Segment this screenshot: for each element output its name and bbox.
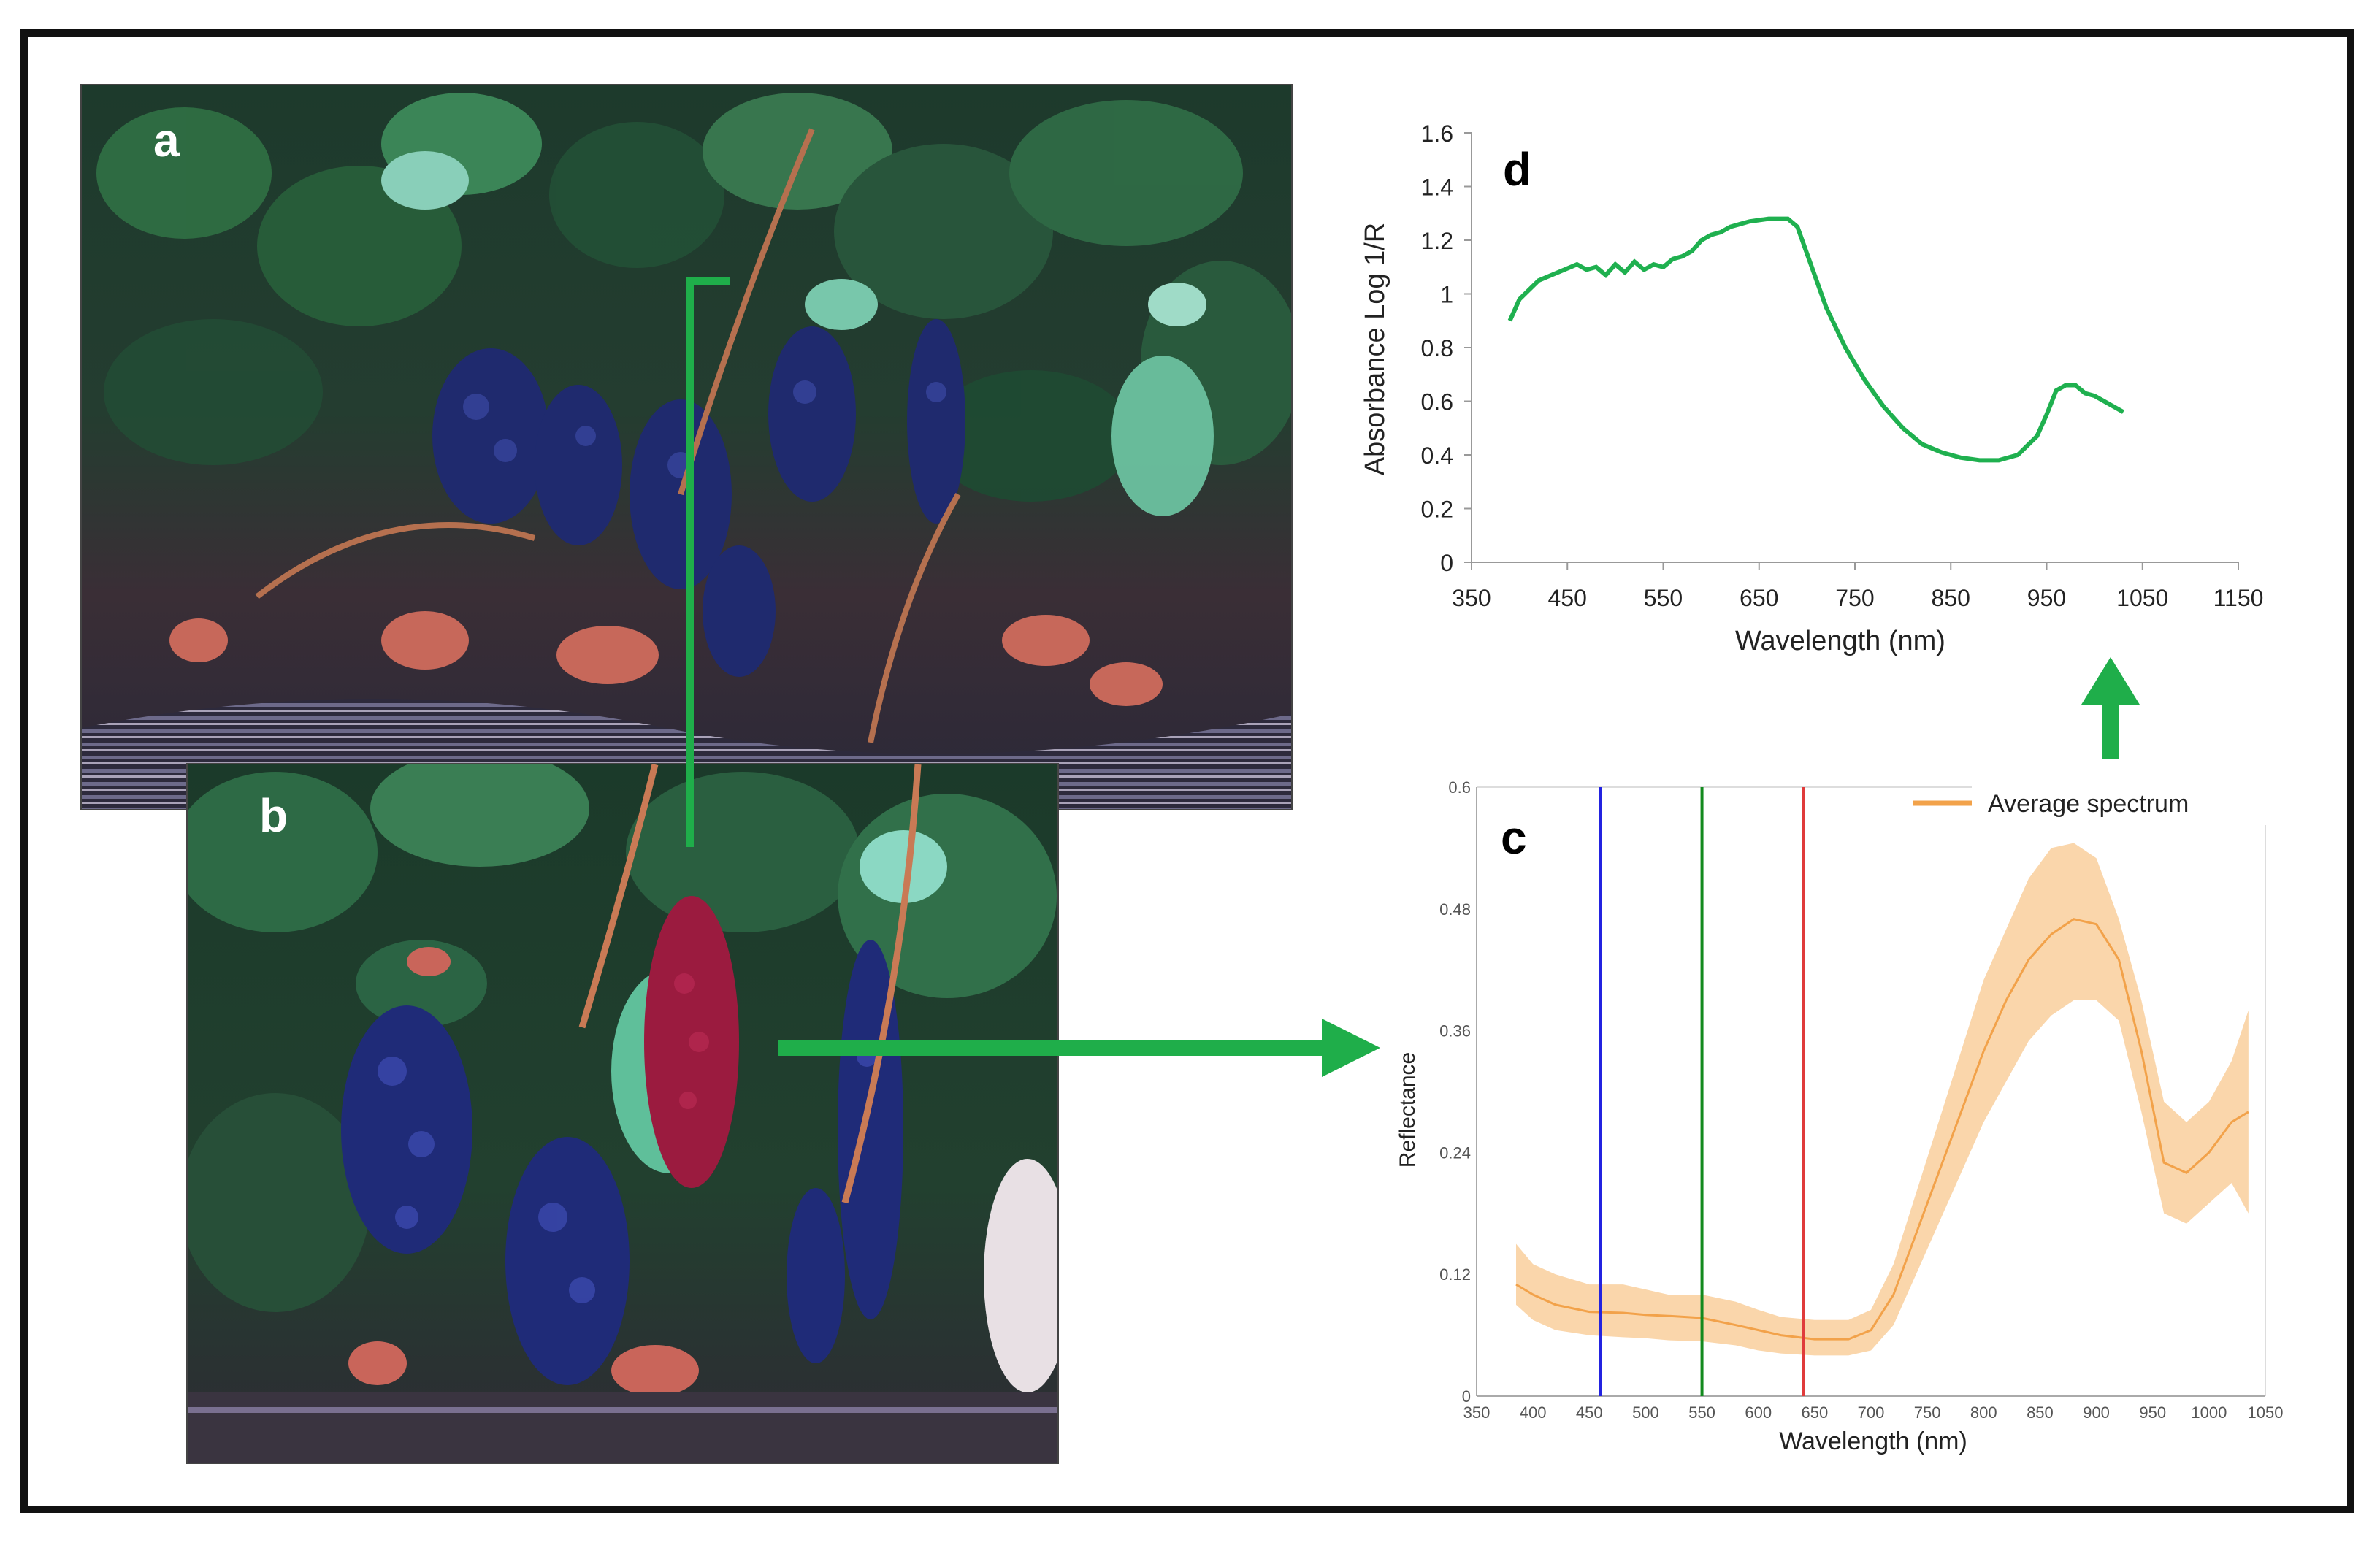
reflectance-x-tick-label: 550 xyxy=(1688,1403,1715,1422)
absorbance-y-tick-label: 0.2 xyxy=(1421,497,1453,523)
vineyard-image-panel-b xyxy=(186,763,1059,1464)
absorbance-x-tick-label: 1050 xyxy=(2116,585,2168,611)
absorbance-x-tick-label: 1150 xyxy=(2213,585,2264,611)
reflectance-chart: 0 0.12 0.24 0.36 0.48 0.6 350 400 450 500 550 600 6… xyxy=(1396,778,2283,1455)
reflectance-x-tick-label: 750 xyxy=(1914,1403,1941,1422)
reflectance-x-tick-label: 700 xyxy=(1858,1403,1885,1422)
absorbance-y-label: Absorbance Log 1/R xyxy=(1360,223,1390,475)
absorbance-y-tick-label: 1 xyxy=(1440,282,1453,308)
absorbance-series-line xyxy=(1507,216,2124,463)
absorbance-y-tick-label: 0 xyxy=(1440,550,1453,576)
reflectance-x-tick-label: 850 xyxy=(2027,1403,2054,1422)
reflectance-y-tick-label: 0.36 xyxy=(1439,1022,1471,1040)
reflectance-x-tick-label: 350 xyxy=(1463,1403,1491,1422)
panel-label-c: c xyxy=(1501,811,1527,864)
reflectance-y-tick-label: 0.6 xyxy=(1448,778,1471,797)
absorbance-y-tick-label: 1.2 xyxy=(1421,228,1453,254)
reflectance-x-tick-label: 1000 xyxy=(2191,1403,2227,1422)
absorbance-x-tick-label: 450 xyxy=(1548,585,1587,611)
absorbance-x-label: Wavelength (nm) xyxy=(1735,626,1945,656)
panel-label-b: b xyxy=(259,789,288,842)
absorbance-x-tick-label: 350 xyxy=(1452,585,1491,611)
reflectance-y-tick-label: 0.48 xyxy=(1439,900,1471,919)
reflectance-y-label: Reflectance xyxy=(1396,1052,1420,1168)
absorbance-x-tick-label: 750 xyxy=(1835,585,1874,611)
reflectance-x-tick-label: 450 xyxy=(1576,1403,1603,1422)
reflectance-x-tick-label: 950 xyxy=(2139,1403,2166,1422)
panel-label-a: a xyxy=(153,114,180,166)
average-spectrum-line xyxy=(1515,918,2249,1341)
panel-label-d: d xyxy=(1503,143,1532,196)
reflectance-x-tick-label: 900 xyxy=(2083,1403,2110,1422)
absorbance-y-tick-label: 0.8 xyxy=(1421,335,1453,361)
vineyard-image-b-graphic xyxy=(188,764,1057,1463)
arrow-c-to-d-head xyxy=(2081,657,2140,705)
reflectance-x-tick-label: 400 xyxy=(1520,1403,1547,1422)
absorbance-chart: 0 0.2 0.4 0.6 0.8 1 1.2 1.4 1.6 350 450 550 650 750 8… xyxy=(1360,120,2263,656)
absorbance-y-tick-label: 0.6 xyxy=(1421,389,1453,415)
reflectance-x-tick-label: 800 xyxy=(1970,1403,1997,1422)
reflectance-x-tick-label: 500 xyxy=(1632,1403,1659,1422)
reflectance-y-tick-label: 0.12 xyxy=(1439,1265,1471,1284)
absorbance-x-tick-label: 950 xyxy=(2027,585,2066,611)
reflectance-y-tick-label: 0.24 xyxy=(1439,1143,1471,1162)
reflectance-y-tick-label: 0 xyxy=(1462,1387,1471,1406)
reflectance-x-label: Wavelength (nm) xyxy=(1779,1427,1967,1455)
absorbance-x-tick-label: 850 xyxy=(1932,585,1970,611)
reflectance-std-band xyxy=(1516,843,2249,1356)
absorbance-y-tick-label: 1.4 xyxy=(1421,175,1453,201)
absorbance-y-tick-label: 1.6 xyxy=(1421,120,1453,147)
reflectance-x-tick-label: 1050 xyxy=(2248,1403,2284,1422)
arrow-b-to-c-head xyxy=(1322,1019,1380,1077)
reflectance-x-tick-label: 650 xyxy=(1801,1403,1828,1422)
absorbance-y-tick-label: 0.4 xyxy=(1421,442,1453,469)
legend-label: Average spectrum xyxy=(1988,790,2189,818)
absorbance-x-tick-label: 550 xyxy=(1644,585,1683,611)
reflectance-x-tick-label: 600 xyxy=(1745,1403,1772,1422)
absorbance-x-tick-label: 650 xyxy=(1740,585,1778,611)
connector-line xyxy=(686,277,730,847)
